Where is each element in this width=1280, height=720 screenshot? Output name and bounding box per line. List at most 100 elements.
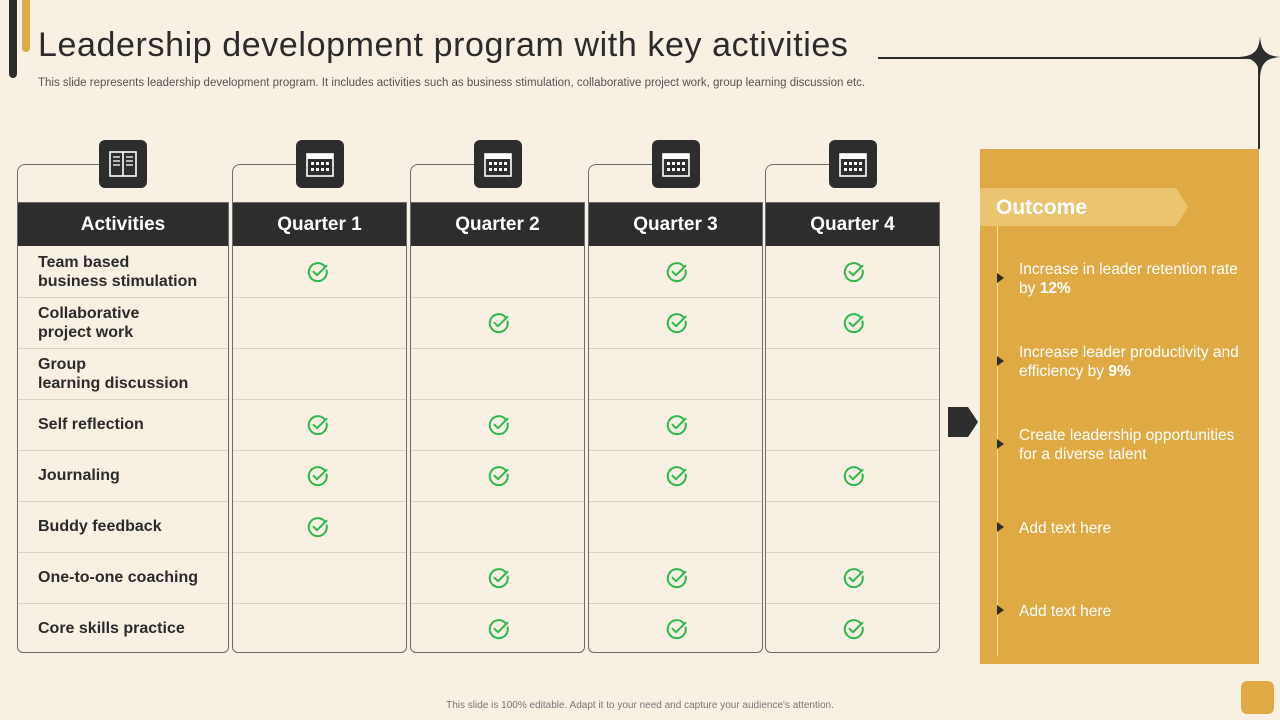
check-circle-icon: [307, 414, 329, 436]
corner-decor: [1241, 681, 1274, 714]
decor-bar-gold: [22, 0, 30, 52]
row-divider: [766, 348, 939, 349]
title-vertical-line: [1258, 57, 1260, 149]
check-circle-icon: [843, 261, 865, 283]
row-divider: [18, 603, 228, 604]
check-circle-icon: [488, 414, 510, 436]
row-divider: [766, 399, 939, 400]
column-header: Quarter 2: [411, 203, 584, 246]
check-circle-icon: [307, 516, 329, 538]
row-divider: [766, 552, 939, 553]
table-row: Team based business stimulation: [18, 246, 228, 297]
row-divider: [766, 297, 939, 298]
row-divider: [589, 450, 762, 451]
page-title: Leadership development program with key …: [38, 26, 849, 64]
activity-label: Buddy feedback: [38, 518, 162, 535]
row-divider: [766, 450, 939, 451]
check-circle-icon: [843, 312, 865, 334]
outcome-item: Create leadership opportunities for a di…: [1019, 426, 1247, 464]
connector-q1: [232, 164, 296, 204]
row-divider: [411, 501, 584, 502]
check-circle-icon: [488, 618, 510, 640]
bullet-marker: [997, 273, 1004, 283]
table-row: Journaling: [18, 450, 228, 501]
outcome-item-highlight: 12%: [1039, 280, 1071, 297]
column-header: Quarter 1: [233, 203, 406, 246]
activity-label: One-to-one coaching: [38, 569, 198, 586]
table-row: Collaborative project work: [18, 297, 228, 348]
calendar-icon: [474, 140, 522, 188]
check-circle-icon: [843, 465, 865, 487]
row-divider: [766, 501, 939, 502]
outcome-item: Increase leader productivity and efficie…: [1019, 343, 1247, 381]
check-circle-icon: [843, 618, 865, 640]
row-divider: [18, 552, 228, 553]
row-divider: [18, 501, 228, 502]
row-divider: [589, 399, 762, 400]
check-circle-icon: [307, 465, 329, 487]
table-row: One-to-one coaching: [18, 552, 228, 603]
check-circle-icon: [843, 567, 865, 589]
check-circle-icon: [488, 567, 510, 589]
row-divider: [589, 348, 762, 349]
row-divider: [411, 450, 584, 451]
table-row: Buddy feedback: [18, 501, 228, 552]
check-circle-icon: [666, 567, 688, 589]
calendar-icon: [829, 140, 877, 188]
row-divider: [18, 399, 228, 400]
calendar-icon: [652, 140, 700, 188]
outcome-item: Add text here: [1019, 602, 1247, 621]
page-subtitle: This slide represents leadership develop…: [38, 77, 866, 89]
check-circle-icon: [488, 312, 510, 334]
row-divider: [233, 501, 406, 502]
bullet-marker: [997, 356, 1004, 366]
check-circle-icon: [488, 465, 510, 487]
connector-q3: [588, 164, 652, 204]
row-divider: [411, 603, 584, 604]
quarter-1-column: Quarter 1: [232, 202, 407, 653]
outcome-item-text: Increase leader productivity and efficie…: [1019, 344, 1239, 380]
row-divider: [411, 552, 584, 553]
row-divider: [589, 552, 762, 553]
table-row: Group learning discussion: [18, 348, 228, 399]
connector-q4: [765, 164, 829, 204]
row-divider: [233, 399, 406, 400]
activity-label: Group learning discussion: [38, 355, 189, 392]
outcome-tab: [980, 188, 1188, 226]
row-divider: [233, 552, 406, 553]
row-divider: [411, 399, 584, 400]
row-divider: [233, 297, 406, 298]
row-divider: [18, 348, 228, 349]
column-header: Quarter 4: [766, 203, 939, 246]
row-divider: [589, 297, 762, 298]
check-circle-icon: [666, 618, 688, 640]
row-divider: [411, 348, 584, 349]
check-circle-icon: [666, 465, 688, 487]
quarter-2-column: Quarter 2: [410, 202, 585, 653]
activities-column: Activities Team based business stimulati…: [17, 202, 229, 653]
outcome-item-text: Add text here: [1019, 603, 1112, 620]
calendar-icon: [296, 140, 344, 188]
column-header: Quarter 3: [589, 203, 762, 246]
bullet-marker: [997, 522, 1004, 532]
bullet-marker: [997, 605, 1004, 615]
row-divider: [18, 297, 228, 298]
outcome-item: Increase in leader retention rate by 12%: [1019, 260, 1247, 298]
bullet-marker: [997, 439, 1004, 449]
arrow-right-icon: [948, 407, 978, 437]
row-divider: [766, 603, 939, 604]
book-icon: [99, 140, 147, 188]
outcome-item-highlight: 9%: [1108, 363, 1131, 380]
activity-label: Team based business stimulation: [38, 253, 198, 290]
outcome-item-text: Add text here: [1019, 520, 1112, 537]
row-divider: [411, 297, 584, 298]
row-divider: [233, 450, 406, 451]
row-divider: [18, 450, 228, 451]
check-circle-icon: [666, 312, 688, 334]
quarter-4-column: Quarter 4: [765, 202, 940, 653]
activity-label: Journaling: [38, 467, 120, 484]
activity-label: Collaborative project work: [38, 304, 140, 341]
outcome-title: Outcome: [996, 196, 1088, 219]
row-divider: [233, 603, 406, 604]
column-header: Activities: [18, 203, 228, 246]
